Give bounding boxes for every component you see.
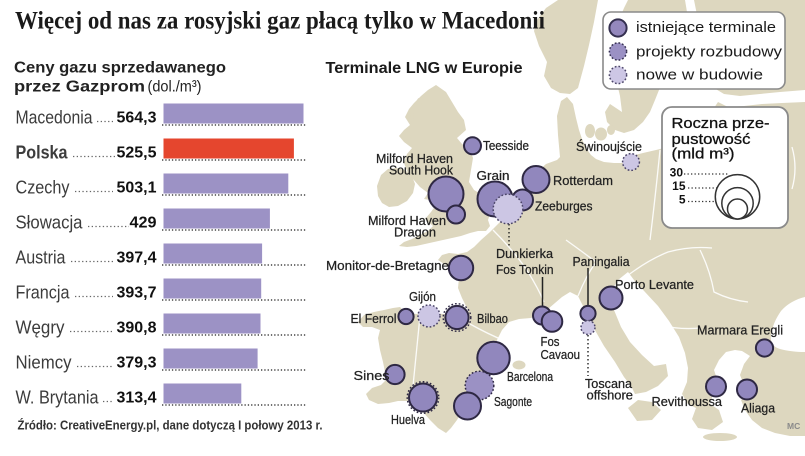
svg-text:15: 15 <box>672 179 686 193</box>
svg-text:Czechy: Czechy <box>16 178 70 198</box>
svg-text:Ceny gazu sprzedawanego: Ceny gazu sprzedawanego <box>14 60 226 77</box>
svg-text:Fos Tonkin: Fos Tonkin <box>496 262 554 277</box>
svg-text:Więcej od nas za rosyjski gaz: Więcej od nas za rosyjski gaz płacą tylk… <box>15 8 545 35</box>
svg-text:Węgry: Węgry <box>16 318 65 338</box>
svg-text:pustowość: pustowość <box>672 131 752 148</box>
svg-text:Rotterdam: Rotterdam <box>553 173 613 188</box>
svg-text:Świnoujście: Świnoujście <box>576 139 642 154</box>
svg-text:Marmara Eregli: Marmara Eregli <box>697 323 783 338</box>
svg-text:313,4: 313,4 <box>117 390 157 407</box>
svg-text:Barcelona: Barcelona <box>507 369 554 384</box>
svg-text:Porto Levante: Porto Levante <box>615 277 694 292</box>
svg-text:Macedonia: Macedonia <box>16 108 94 128</box>
svg-text:429: 429 <box>130 215 157 232</box>
svg-text:Dunkierka: Dunkierka <box>496 246 554 261</box>
svg-text:istniejące terminale: istniejące terminale <box>636 19 776 36</box>
svg-text:przez Gazprom: przez Gazprom <box>14 79 145 96</box>
svg-text:Fos: Fos <box>541 334 560 349</box>
svg-text:Milford Haven: Milford Haven <box>376 151 453 166</box>
svg-text:393,7: 393,7 <box>117 285 157 302</box>
svg-text:Milford Haven: Milford Haven <box>368 213 446 228</box>
svg-text:Toscana: Toscana <box>585 376 633 391</box>
svg-text:projekty rozbudowy: projekty rozbudowy <box>636 44 783 61</box>
svg-text:Dragon: Dragon <box>394 225 436 240</box>
svg-text:Słowacja: Słowacja <box>16 213 84 233</box>
svg-text:Cavaou: Cavaou <box>541 347 581 362</box>
svg-text:(mld m³): (mld m³) <box>672 146 735 163</box>
svg-text:Monitor-de-Bretagne: Monitor-de-Bretagne <box>326 258 449 273</box>
svg-text:MC: MC <box>787 421 800 431</box>
svg-text:Bilbao: Bilbao <box>477 311 508 326</box>
svg-text:South Hook: South Hook <box>389 163 453 178</box>
svg-text:offshore: offshore <box>587 388 634 403</box>
svg-text:Sines: Sines <box>354 368 391 383</box>
svg-text:Grain: Grain <box>477 168 510 183</box>
svg-text:Teesside: Teesside <box>483 138 529 153</box>
svg-text:5: 5 <box>679 193 686 207</box>
svg-text:30: 30 <box>670 166 684 180</box>
svg-text:Sagonte: Sagonte <box>494 394 532 409</box>
svg-text:503,1: 503,1 <box>117 180 157 197</box>
svg-text:525,5: 525,5 <box>117 145 157 162</box>
svg-text:379,3: 379,3 <box>117 355 157 372</box>
svg-text:Roczna prze-: Roczna prze- <box>672 115 770 132</box>
svg-text:564,3: 564,3 <box>117 110 157 127</box>
svg-text:Huelva: Huelva <box>391 412 426 427</box>
svg-text:Revithoussa: Revithoussa <box>652 394 723 409</box>
svg-text:El Ferrol: El Ferrol <box>351 311 397 326</box>
svg-text:Niemcy: Niemcy <box>16 353 72 373</box>
svg-text:Gijón: Gijón <box>409 289 436 304</box>
svg-text:Terminale LNG w Europie: Terminale LNG w Europie <box>326 60 523 77</box>
svg-text:nowe w budowie: nowe w budowie <box>636 67 763 84</box>
svg-text:397,4: 397,4 <box>117 250 157 267</box>
svg-text:Źródło: CreativeEnergy.pl, dan: Źródło: CreativeEnergy.pl, dane dotyczą … <box>18 418 323 433</box>
svg-text:Austria: Austria <box>16 248 67 268</box>
svg-text:(dol./m³): (dol./m³) <box>148 79 202 96</box>
svg-text:Paningalia: Paningalia <box>573 254 631 269</box>
svg-text:390,8: 390,8 <box>117 320 157 337</box>
svg-text:Aliaga: Aliaga <box>741 401 776 416</box>
svg-text:Francja: Francja <box>16 283 71 303</box>
svg-text:Polska: Polska <box>16 143 69 163</box>
svg-text:Zeeburges: Zeeburges <box>535 199 593 214</box>
svg-text:W. Brytania: W. Brytania <box>16 388 100 408</box>
